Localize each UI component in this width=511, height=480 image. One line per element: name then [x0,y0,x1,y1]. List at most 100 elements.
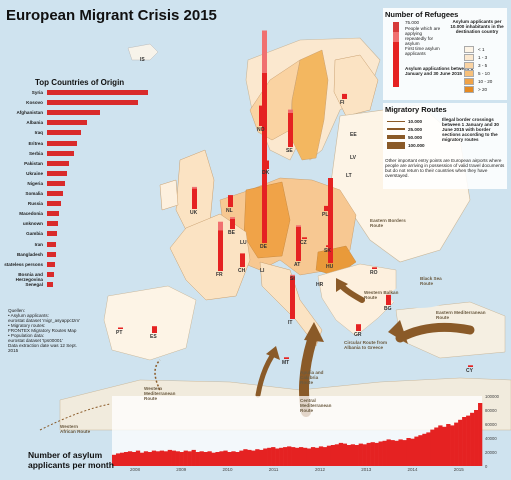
country-label-dk: DK [262,170,270,176]
histogram-bar [127,451,133,466]
histogram-year-label: 2010 [222,467,233,472]
country-label-si: SI [290,276,295,282]
refugee-bar-first-se [288,113,293,147]
country-label-li: LI [260,268,265,274]
histogram-bar [243,449,248,466]
route-width-label: 10.000 [408,119,423,124]
origin-country-bar [47,251,56,257]
origin-country-name: Serbia [28,150,43,156]
histogram-bar [183,450,188,466]
histogram-bar [298,447,304,466]
histogram-bar [135,450,141,466]
histogram-title-line1: Number of asylum [28,450,103,460]
sources-line1: • Asylum applicants: [8,313,49,318]
histogram-bar [318,446,324,466]
histogram-bar [422,433,427,466]
sources-line7: Data extraction date was 12 Sept. 2015 [8,343,77,353]
refugee-bar-first-de [262,73,267,243]
land-finland [333,54,379,117]
sources-line6: eurostat dataset 'tps00001' [8,338,63,343]
origin-country-bar [47,170,68,176]
histogram-bar [310,447,316,466]
sources-line2: eurostat dataset 'migr_asyappctzm' [8,318,80,323]
histogram-bar [171,450,176,466]
histogram-bar [195,452,200,466]
origin-country-name: Bangladesh [16,251,43,257]
histogram-bar [306,448,312,466]
refugee-bar-repeat-at [296,225,301,227]
rate-swatch [464,86,474,93]
histogram-bar [370,442,375,466]
route-width-swatch [387,141,405,149]
origin-country-name: Senegal [25,281,43,287]
histogram-bar [199,451,204,466]
country-label-lv: LV [350,155,357,161]
histogram-bar [179,452,184,466]
asylum-histogram [112,396,483,466]
histogram-bar [123,452,129,466]
rate-swatch [464,46,474,53]
histogram-bar [450,425,455,466]
refugee-bar-first-cy [468,365,473,367]
refugee-scale-note2: First time asylum applicants [405,46,440,56]
histogram-bar [330,445,336,466]
origin-country-name: Iran [34,241,43,247]
histogram-bar [442,426,447,466]
histogram-bar [398,439,403,466]
histogram-bar [163,451,168,466]
origin-country-bar [47,191,64,196]
country-label-at: AT [294,262,301,268]
origin-country-name: Ukraine [26,170,43,176]
refugee-bar-first-ro [372,267,377,269]
route-western-mediterranean [154,359,161,391]
histogram-year-label: 2008 [130,467,141,472]
route-label-eastern-med: Eastern Mediterranean Route [436,310,486,320]
refugee-bar-first-be [230,218,235,229]
refugee-bar-first-mt [284,357,289,359]
rate-label: 3 - 5 [478,63,488,68]
origin-country-bar [47,261,56,267]
histogram-bar [346,445,352,466]
histogram-bar [211,452,216,466]
refugee-bar-first-fr [218,230,223,271]
rate-swatch [464,70,474,77]
rate-label: 10 - 20 [478,79,493,84]
histogram-bar [235,452,240,466]
histogram-bar [374,442,379,466]
origin-country-bar [47,271,55,277]
histogram-bar [358,443,363,466]
histogram-bar [227,452,232,466]
histogram-bar [259,449,264,466]
refugee-bar-repeat-it [290,274,295,277]
origin-country-name: Kosovo [26,100,43,106]
route-label-apulia: Apulia and Calabria Route [300,370,324,385]
histogram-bar [143,451,149,466]
origin-country-bar [47,120,88,126]
country-label-cz: CZ [300,240,307,246]
histogram-ytick-label: 40000 [485,436,497,441]
land-ireland [159,179,179,211]
refugee-bar-first-gr [356,324,361,331]
route-width-label: 50.000 [408,135,423,140]
origin-country-name: Russia [27,201,43,207]
route-label-black-sea: Black Sea Route [420,276,442,286]
origin-country-bar [47,100,138,106]
histogram-bar [255,449,260,466]
origin-country-name: Albania [26,120,43,126]
route-label-eastern-borders: Eastern Borders Route [370,218,406,228]
country-label-fr: FR [216,272,223,278]
histogram-bar [382,440,387,466]
country-label-ee: EE [350,132,357,138]
origin-country-bar [47,221,59,227]
country-label-se: SE [286,148,293,154]
rate-swatch [464,54,474,61]
refugee-bar-first-at [296,227,301,261]
rate-swatch [464,62,474,69]
histogram-bar [215,452,220,466]
histogram-bar [406,438,411,466]
histogram-bar [175,451,180,466]
origin-country-name: Eritrea [28,140,43,146]
origin-country-bar [47,90,148,95]
histogram-bar [462,417,467,466]
histogram-bar [386,439,391,466]
